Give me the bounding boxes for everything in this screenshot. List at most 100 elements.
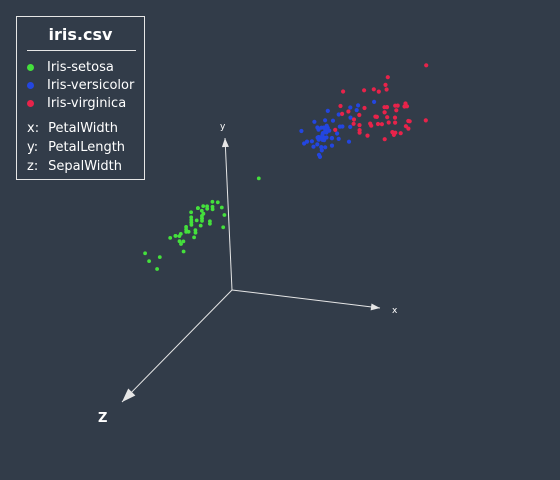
- data-points: [143, 63, 429, 271]
- data-point: [157, 255, 162, 259]
- data-point: [186, 229, 191, 234]
- data-point: [382, 137, 387, 142]
- data-point: [319, 125, 324, 130]
- axis-name: PetalWidth: [48, 121, 118, 136]
- data-point: [391, 132, 396, 137]
- legend-label: Iris-setosa: [47, 60, 114, 75]
- data-point: [199, 208, 204, 213]
- data-point: [365, 133, 370, 138]
- data-point: [177, 234, 182, 239]
- data-point: [222, 213, 227, 217]
- data-point: [393, 103, 398, 108]
- data-point: [208, 221, 212, 226]
- legend-label: Iris-virginica: [47, 96, 127, 111]
- data-point: [323, 118, 328, 123]
- data-point: [319, 145, 324, 150]
- axis-name: PetalLength: [48, 140, 126, 155]
- data-point: [385, 115, 390, 120]
- y-axis-arrow: [221, 138, 229, 148]
- data-point: [323, 145, 328, 150]
- axis-key: z:: [27, 159, 39, 174]
- x-axis-arrow: [370, 303, 380, 311]
- series-iris-versicolor: [299, 99, 377, 159]
- axis-mapping-y: y: PetalLength: [27, 140, 125, 155]
- axis-mapping-z: z: SepalWidth: [27, 159, 122, 174]
- data-point: [315, 125, 320, 130]
- data-point: [385, 75, 390, 80]
- virginica-color-dot: [27, 100, 34, 107]
- data-point: [392, 115, 398, 120]
- legend-item-virginica: Iris-virginica: [27, 96, 126, 111]
- data-point: [382, 105, 387, 110]
- series-iris-setosa: [143, 176, 261, 271]
- data-point: [327, 128, 332, 133]
- legend-separator: [27, 50, 136, 51]
- data-point: [189, 215, 194, 220]
- data-point: [184, 225, 189, 229]
- x-axis-label: x: [392, 306, 398, 316]
- data-point: [324, 123, 329, 128]
- data-point: [335, 131, 340, 136]
- data-point: [219, 205, 224, 210]
- data-point: [384, 87, 389, 92]
- data-point: [311, 144, 316, 149]
- data-point: [346, 139, 352, 144]
- data-point: [317, 154, 323, 159]
- data-point: [330, 118, 336, 123]
- axes: x y Z: [98, 122, 398, 426]
- legend-box: iris.csv Iris-setosa Iris-versicolor Iri…: [16, 16, 145, 180]
- data-point: [333, 127, 338, 132]
- data-point: [383, 82, 388, 87]
- data-point: [362, 105, 367, 111]
- data-point: [394, 108, 399, 113]
- data-point: [368, 121, 373, 126]
- data-point: [179, 242, 183, 246]
- data-point: [196, 206, 200, 211]
- legend-title: iris.csv: [48, 25, 113, 44]
- data-point: [348, 115, 353, 120]
- axis-name: SepalWidth: [48, 159, 122, 174]
- data-point: [200, 214, 204, 218]
- data-point: [299, 128, 304, 134]
- axis-mapping-x: x: PetalWidth: [27, 121, 118, 136]
- data-point: [354, 108, 359, 113]
- x-axis-line: [231, 289, 381, 309]
- data-point: [351, 121, 356, 126]
- data-point: [309, 139, 314, 144]
- data-point: [398, 131, 403, 136]
- data-point: [189, 210, 194, 215]
- z-axis-arrow: [122, 388, 136, 402]
- data-point: [155, 267, 160, 271]
- axis-key: y:: [27, 140, 39, 155]
- data-point: [319, 148, 324, 153]
- data-point: [210, 207, 215, 212]
- setosa-color-dot: [27, 64, 34, 71]
- data-point: [403, 101, 408, 106]
- data-point: [382, 110, 387, 115]
- data-point: [375, 121, 381, 127]
- versicolor-color-dot: [27, 82, 34, 89]
- data-point: [338, 103, 343, 109]
- data-point: [424, 63, 429, 68]
- data-point: [181, 249, 186, 254]
- data-point: [357, 112, 362, 118]
- data-point: [325, 108, 330, 113]
- z-axis-line: [121, 289, 233, 403]
- y-axis-label: y: [220, 122, 226, 132]
- data-point: [143, 251, 148, 256]
- legend-item-setosa: Iris-setosa: [27, 60, 114, 75]
- data-point: [215, 200, 220, 205]
- data-point: [192, 235, 197, 240]
- data-point: [320, 131, 325, 136]
- data-point: [336, 136, 341, 141]
- data-point: [316, 135, 321, 140]
- data-point: [362, 88, 367, 93]
- data-point: [348, 105, 353, 110]
- data-point: [256, 176, 261, 181]
- data-point: [205, 204, 210, 209]
- data-point: [189, 220, 194, 225]
- z-axis-label: Z: [98, 411, 107, 426]
- data-point: [337, 124, 342, 129]
- data-point: [423, 118, 428, 123]
